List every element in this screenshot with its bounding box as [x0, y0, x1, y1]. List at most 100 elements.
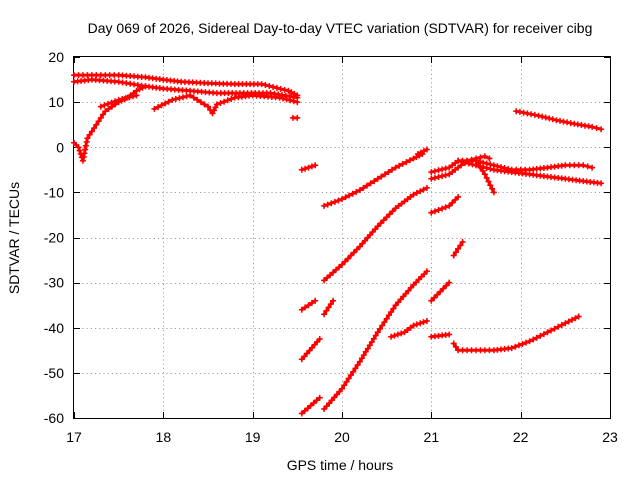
- data-point: [531, 111, 538, 118]
- data-point: [97, 114, 104, 121]
- data-point: [183, 93, 190, 100]
- data-point: [371, 178, 378, 185]
- series-s12: [298, 336, 323, 363]
- data-point: [335, 197, 342, 204]
- data-point: [197, 99, 204, 106]
- series-s17: [428, 331, 453, 340]
- data-point: [487, 182, 494, 189]
- x-tick-label: 23: [602, 429, 618, 445]
- data-point: [485, 178, 492, 185]
- data-point: [169, 96, 176, 103]
- data-point: [276, 94, 283, 101]
- data-point: [435, 174, 442, 180]
- data-point: [308, 163, 315, 170]
- series-s16: [388, 318, 430, 340]
- data-point: [446, 331, 453, 338]
- data-point: [158, 102, 165, 109]
- data-point: [598, 126, 605, 133]
- data-point: [122, 95, 129, 102]
- data-point: [290, 98, 297, 105]
- data-point: [283, 96, 290, 103]
- data-point: [483, 160, 490, 167]
- data-point: [410, 191, 417, 198]
- data-point: [589, 164, 596, 171]
- data-point: [354, 362, 361, 368]
- data-point: [413, 189, 420, 196]
- data-point: [487, 161, 494, 168]
- data-point: [362, 348, 369, 355]
- y-tick-label: -10: [44, 184, 64, 200]
- data-point: [358, 355, 365, 362]
- data-point: [324, 201, 331, 208]
- data-point: [190, 94, 197, 101]
- data-point: [379, 322, 386, 329]
- data-point: [562, 320, 569, 327]
- data-point: [505, 165, 512, 172]
- data-point: [483, 174, 490, 181]
- data-point: [442, 172, 449, 179]
- data-point: [423, 318, 430, 324]
- data-point: [459, 239, 466, 245]
- data-point: [386, 211, 393, 218]
- data-point: [477, 154, 484, 161]
- data-point: [316, 394, 323, 401]
- data-point: [133, 92, 140, 99]
- data-point: [287, 97, 294, 104]
- data-point: [102, 108, 109, 115]
- data-point: [217, 100, 224, 106]
- series-s25: [513, 108, 605, 133]
- data-point: [353, 188, 360, 195]
- chart-title: Day 069 of 2026, Sidereal Day-to-day VTE…: [88, 20, 593, 36]
- data-point: [542, 114, 549, 121]
- y-tick-label: -50: [44, 365, 64, 381]
- data-point: [396, 162, 403, 169]
- data-point: [446, 202, 453, 209]
- data-point: [258, 81, 265, 88]
- data-point: [205, 103, 211, 110]
- data-point: [593, 125, 600, 132]
- data-point: [100, 111, 106, 118]
- data-point: [524, 110, 531, 117]
- data-point: [330, 297, 337, 304]
- data-point: [501, 165, 508, 171]
- data-point: [112, 98, 119, 105]
- data-point: [281, 86, 288, 93]
- data-point: [339, 385, 345, 392]
- series-s20: [428, 193, 462, 216]
- data-point: [519, 341, 526, 347]
- data-point: [455, 193, 462, 200]
- y-tick-label: -20: [44, 230, 64, 246]
- data-point: [91, 125, 98, 132]
- data-point: [572, 315, 579, 322]
- grid-layer: [74, 57, 610, 418]
- data-point: [494, 163, 501, 170]
- data-point: [305, 164, 312, 171]
- data-point: [345, 375, 352, 382]
- data-point: [364, 182, 370, 189]
- data-point: [476, 158, 483, 165]
- data-point: [302, 304, 309, 311]
- data-point: [280, 95, 286, 102]
- data-point: [321, 202, 328, 209]
- data-point: [95, 118, 102, 125]
- data-layer: [71, 72, 605, 417]
- series-s8: [321, 151, 426, 209]
- data-point: [455, 157, 462, 164]
- data-point: [364, 345, 371, 352]
- data-point: [549, 116, 556, 123]
- data-point: [450, 340, 457, 347]
- data-point: [142, 83, 149, 90]
- data-point: [86, 131, 93, 138]
- data-point: [151, 105, 158, 112]
- data-point: [350, 249, 357, 256]
- data-point: [353, 246, 360, 253]
- data-point: [389, 166, 395, 173]
- data-point: [180, 94, 186, 101]
- series-s3: [71, 83, 149, 164]
- data-point: [224, 97, 231, 104]
- data-point: [349, 190, 356, 197]
- data-point: [569, 316, 575, 323]
- series-s2: [71, 76, 301, 101]
- series-s19: [450, 239, 466, 259]
